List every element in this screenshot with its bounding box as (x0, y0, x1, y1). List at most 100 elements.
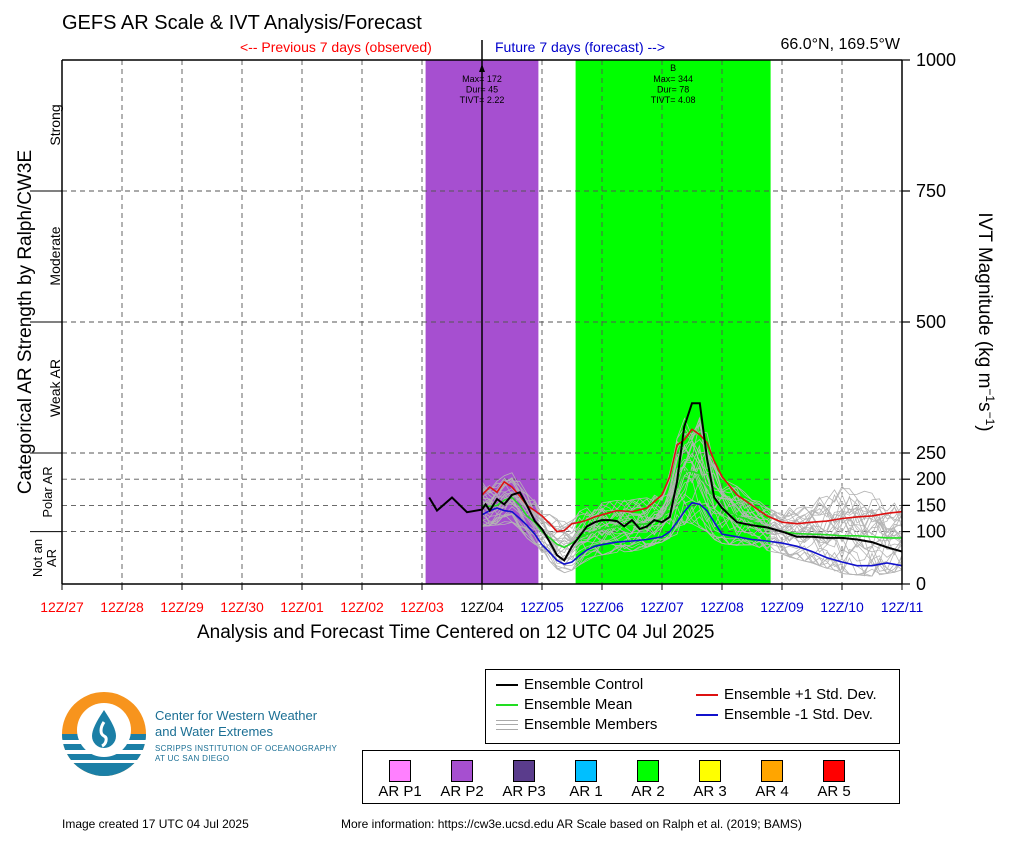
y-tick-label-250: 250 (916, 443, 946, 463)
x-tick-label-12Z/02: 12Z/02 (340, 599, 384, 615)
right-axis-label-sup2: −1 (983, 411, 998, 426)
category-not-ar: Not an AR (30, 533, 59, 583)
legend-plus1: Ensemble +1 Std. Dev. (696, 686, 877, 703)
y-tick-label-750: 750 (916, 181, 946, 201)
x-tick-label-12Z/27: 12Z/27 (40, 599, 84, 615)
legend-plus1-swatch (696, 694, 718, 697)
x-tick-label-12Z/03: 12Z/03 (400, 599, 444, 615)
ensemble-member-line-16 (481, 416, 902, 530)
legend-minus1-swatch (696, 714, 718, 717)
ar-scale-label-ar-3: AR 3 (693, 783, 727, 800)
x-tick-label-12Z/04: 12Z/04 (460, 599, 504, 615)
ar-event-stat-0-1: Dur= 45 (466, 85, 498, 95)
category-polar-text: Polar AR (40, 466, 55, 518)
ar-scale-label-ar-p3: AR P3 (502, 783, 546, 800)
chart-title: GEFS AR Scale & IVT Analysis/Forecast (62, 12, 422, 34)
ar-scale-label-ar-p1: AR P1 (378, 783, 422, 800)
ar-scale-legend: AR P1 AR P2 AR P3 AR 1 AR 2 AR 3 AR 4 AR 5 (362, 750, 900, 804)
ar-event-stat-1-0: Max= 344 (653, 74, 693, 84)
future-days-label: Future 7 days (forecast) --> (495, 39, 666, 55)
logo-line3: SCRIPPS INSTITUTION OF OCEANOGRAPHY (155, 744, 338, 753)
category-polar: Polar AR (40, 462, 55, 522)
legend-members-label: Ensemble Members (524, 716, 658, 733)
series-line-ensemble-1-std-dev- (481, 501, 902, 567)
ensemble-member-line-24 (481, 461, 902, 553)
category-moderate: Moderate (47, 226, 63, 286)
y-tick-label-0: 0 (916, 574, 926, 594)
legend-minus1-label: Ensemble -1 Std. Dev. (724, 706, 873, 723)
more-info-label: More information: https://cw3e.ucsd.edu … (341, 817, 802, 831)
x-tick-label-12Z/09: 12Z/09 (760, 599, 804, 615)
x-tick-label-12Z/28: 12Z/28 (100, 599, 144, 615)
ar-event-stat-1-1: Dur= 78 (657, 85, 689, 95)
right-axis-label-s: s (973, 402, 995, 412)
ar-event-stat-1-2: TIVT= 4.08 (651, 95, 696, 105)
legend-control-swatch (496, 684, 518, 687)
legend-control: Ensemble Control (496, 676, 643, 693)
ar-scale-label-ar-p2: AR P2 (440, 783, 484, 800)
ar-scale-label-ar-5: AR 5 (817, 783, 851, 800)
legend-plus1-label: Ensemble +1 Std. Dev. (724, 686, 877, 703)
ar-scale-label-ar-4: AR 4 (755, 783, 789, 800)
right-axis-label-sup1: −1 (983, 388, 998, 403)
y-tick-label-150: 150 (916, 495, 946, 515)
left-axis-label: Categorical AR Strength by Ralph/CW3E (15, 149, 36, 495)
ar-scale-swatch-ar-p3 (513, 760, 535, 782)
x-tick-label-12Z/06: 12Z/06 (580, 599, 624, 615)
ensemble-member-line-9 (481, 439, 902, 543)
image-created-label: Image created 17 UTC 04 Jul 2025 (62, 817, 249, 831)
x-tick-label-12Z/08: 12Z/08 (700, 599, 744, 615)
logo-line1: Center for Western Weather (155, 708, 318, 723)
ar-scale-swatch-ar-1 (575, 760, 597, 782)
ar-event-stat-0-2: TIVT= 2.22 (460, 95, 505, 105)
legend-members-swatch (496, 720, 518, 731)
right-axis-label-close: ) (973, 425, 995, 432)
series-line-ensemble-control (428, 402, 902, 562)
y-tick-label-1000: 1000 (916, 50, 956, 70)
legend-mean-label: Ensemble Mean (524, 696, 633, 713)
legend-mean: Ensemble Mean (496, 696, 632, 713)
right-axis-label-text: IVT Magnitude (kg m (973, 212, 995, 389)
y-tick-label-500: 500 (916, 312, 946, 332)
category-weak: Weak AR (47, 358, 63, 418)
location-label: 66.0°N, 169.5°W (780, 36, 900, 53)
category-not-ar-text: Not an AR (30, 538, 59, 578)
x-tick-label-12Z/01: 12Z/01 (280, 599, 324, 615)
cw3e-logo-icon (62, 692, 146, 776)
legend-minus1: Ensemble -1 Std. Dev. (696, 706, 873, 723)
y-tick-label-200: 200 (916, 469, 946, 489)
ar-event-label-1: B (670, 63, 676, 73)
legend-control-label: Ensemble Control (524, 676, 644, 693)
ar-scale-swatch-ar-5 (823, 760, 845, 782)
ar-scale-swatch-ar-3 (699, 760, 721, 782)
ar-scale-swatch-ar-p2 (451, 760, 473, 782)
ar-scale-swatch-ar-4 (761, 760, 783, 782)
x-tick-label-12Z/10: 12Z/10 (820, 599, 864, 615)
series-line-ensemble-1-std-dev- (481, 428, 902, 533)
ar-event-stat-0-0: Max= 172 (462, 74, 502, 84)
category-strong: Strong (47, 104, 63, 146)
x-axis-label: Analysis and Forecast Time Centered on 1… (197, 622, 715, 643)
ensemble-member-line-12 (481, 448, 902, 544)
x-tick-label-12Z/11: 12Z/11 (881, 599, 924, 615)
ensemble-member-line-7 (481, 521, 902, 576)
ar-scale-label-ar-2: AR 2 (631, 783, 665, 800)
y-tick-label-100: 100 (916, 522, 946, 542)
ensemble-member-line-20 (481, 505, 902, 577)
logo-line4: AT UC SAN DIEGO (155, 754, 230, 763)
x-tick-label-12Z/07: 12Z/07 (640, 599, 684, 615)
previous-days-label: <-- Previous 7 days (observed) (240, 39, 432, 55)
ar-scale-label-ar-1: AR 1 (569, 783, 603, 800)
ensemble-member-line-27 (481, 419, 902, 537)
ensemble-member-line-26 (481, 452, 902, 538)
legend-members: Ensemble Members (496, 716, 657, 733)
x-tick-label-12Z/05: 12Z/05 (520, 599, 564, 615)
right-axis-label: IVT Magnitude (kg m−1s−1) (973, 212, 997, 431)
x-tick-label-12Z/30: 12Z/30 (220, 599, 264, 615)
ar-scale-swatch-ar-2 (637, 760, 659, 782)
series-line-ensemble-mean (481, 470, 902, 549)
line-legend: Ensemble Control Ensemble Mean Ensemble … (485, 669, 900, 744)
x-tick-label-12Z/29: 12Z/29 (160, 599, 204, 615)
ar-scale-swatch-ar-p1 (389, 760, 411, 782)
